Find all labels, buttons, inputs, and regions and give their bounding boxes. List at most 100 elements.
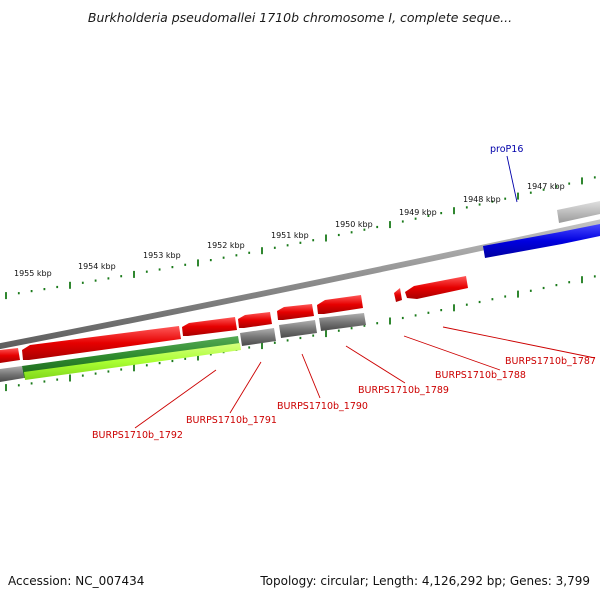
outer-ruler-minor-tick — [158, 268, 161, 271]
cds-band[interactable] — [0, 313, 366, 382]
inner-ruler-major-tick — [5, 384, 7, 392]
inner-ruler-minor-tick — [209, 353, 212, 356]
outer-ruler-minor-tick — [209, 259, 212, 262]
gene-arrow-1791[interactable] — [182, 317, 237, 336]
outer-ruler-minor-tick — [465, 206, 468, 209]
cds-1788[interactable] — [319, 313, 366, 331]
inner-ruler-minor-tick — [158, 362, 161, 365]
page-title: Burkholderia pseudomallei 1710b chromoso… — [87, 10, 513, 25]
gene-arrow-1792[interactable] — [22, 326, 181, 360]
inner-ruler-minor-tick — [145, 364, 148, 367]
lime-feature-band[interactable] — [24, 343, 241, 380]
inner-ruler-major-tick — [517, 290, 519, 298]
outer-ruler-major-tick — [69, 281, 71, 289]
inner-ruler-minor-tick — [529, 289, 532, 292]
inner-ruler-major-tick — [389, 317, 391, 325]
promoter-annotation[interactable]: proP16 — [490, 144, 523, 203]
ruler-label-1950: 1950 kbp — [335, 220, 373, 229]
cds-1789[interactable] — [279, 320, 317, 338]
inner-ruler-minor-tick — [593, 275, 596, 278]
inner-ruler-minor-tick — [107, 370, 110, 373]
cds-1790[interactable] — [240, 328, 276, 346]
promoter-label-proP16[interactable]: proP16 — [490, 144, 523, 155]
ruler-label-1953: 1953 kbp — [143, 251, 181, 260]
outer-ruler-minor-tick — [312, 239, 315, 242]
outer-ruler-minor-tick — [107, 277, 110, 280]
gene-arrow-small[interactable] — [394, 288, 402, 302]
ruler-labels: 1947 kbp 1948 kbp 1949 kbp 1950 kbp 1951… — [14, 182, 565, 278]
outer-ruler-minor-tick — [248, 251, 251, 254]
gene-annotations[interactable]: BURPS1710b_1787 BURPS1710b_1788 BURPS171… — [92, 326, 596, 441]
ruler-label-1949: 1949 kbp — [399, 208, 437, 217]
outer-ruler-major-tick — [325, 234, 327, 242]
outer-ruler-minor-tick — [120, 275, 123, 278]
gene-label-1789[interactable]: BURPS1710b_1789 — [358, 385, 449, 396]
outer-ruler-minor-tick — [542, 188, 545, 191]
outer-ruler-minor-tick — [171, 266, 174, 269]
sequence-summary-text: Topology: circular; Length: 4,126,292 bp… — [260, 574, 590, 588]
ruler-label-1951: 1951 kbp — [271, 231, 309, 240]
inner-ruler-minor-tick — [17, 384, 20, 387]
inner-ruler-minor-tick — [299, 336, 302, 340]
cds-edge[interactable] — [0, 366, 24, 382]
reverse-strand-genes[interactable] — [0, 276, 468, 363]
gene-arrow-edge[interactable] — [0, 348, 20, 363]
inner-ruler-major-tick — [325, 330, 327, 338]
outer-ruler-minor-tick — [43, 288, 46, 291]
inner-ruler-minor-tick — [337, 329, 340, 332]
outer-ruler-minor-tick — [427, 214, 430, 217]
outer-ruler-minor-tick — [568, 182, 571, 185]
outer-ruler-minor-tick — [30, 290, 33, 293]
inner-ruler-minor-tick — [465, 303, 468, 306]
gene-label-1792[interactable]: BURPS1710b_1792 — [92, 430, 183, 441]
outer-ruler-minor-tick — [184, 263, 187, 266]
outer-ruler-major-tick — [5, 292, 7, 300]
outer-ruler-minor-tick — [504, 197, 507, 200]
outer-ruler-minor-tick — [414, 217, 417, 220]
inner-ruler-minor-tick — [568, 281, 571, 284]
outer-ruler-dots — [5, 176, 596, 300]
outer-ruler-major-tick — [389, 221, 391, 229]
inner-ruler-minor-tick — [248, 346, 251, 349]
forward-strand-feature[interactable] — [483, 201, 600, 258]
inner-ruler-minor-tick — [184, 357, 187, 360]
outer-ruler-minor-tick — [235, 254, 238, 257]
inner-ruler-major-tick — [133, 364, 135, 372]
inner-ruler-minor-tick — [440, 309, 443, 312]
inner-ruler-minor-tick — [542, 286, 545, 290]
outer-ruler-major-tick — [197, 259, 199, 267]
outer-ruler-minor-tick — [478, 203, 481, 206]
ruler-label-1955: 1955 kbp — [14, 269, 52, 278]
ruler-label-1947: 1947 kbp — [527, 182, 565, 191]
ruler-label-1954: 1954 kbp — [78, 262, 116, 271]
inner-ruler-major-tick — [197, 353, 199, 361]
inner-ruler-minor-tick — [363, 324, 366, 327]
inner-ruler-minor-tick — [30, 382, 33, 385]
gene-label-1790[interactable]: BURPS1710b_1790 — [277, 401, 368, 412]
outer-ruler-minor-tick — [94, 279, 97, 282]
gene-arrow-1790[interactable] — [238, 312, 272, 328]
gene-label-1787[interactable]: BURPS1710b_1787 — [505, 356, 596, 367]
gene-arrow-1789[interactable] — [277, 304, 314, 320]
gene-label-1788[interactable]: BURPS1710b_1788 — [435, 370, 526, 381]
ruler-label-1952: 1952 kbp — [207, 241, 245, 250]
inner-ruler-minor-tick — [56, 378, 59, 381]
inner-ruler-minor-tick — [171, 359, 174, 363]
inner-ruler-minor-tick — [414, 314, 417, 317]
accession-text: Accession: NC_007434 — [8, 574, 145, 588]
chromosome-backbone — [0, 219, 600, 350]
gene-arrow-1787[interactable] — [405, 276, 468, 299]
inner-ruler-minor-tick — [120, 368, 123, 371]
outer-ruler-major-tick — [581, 177, 583, 185]
outer-ruler-major-tick — [517, 192, 519, 200]
outer-ruler-minor-tick — [401, 220, 404, 223]
outer-ruler-minor-tick — [17, 292, 20, 295]
inner-ruler-minor-tick — [273, 341, 276, 344]
ruler-label-1948: 1948 kbp — [463, 195, 501, 204]
gene-label-1791[interactable]: BURPS1710b_1791 — [186, 415, 277, 426]
inner-ruler-major-tick — [261, 342, 263, 350]
gene-arrow-1788[interactable] — [317, 295, 363, 314]
outer-ruler-minor-tick — [376, 225, 379, 229]
